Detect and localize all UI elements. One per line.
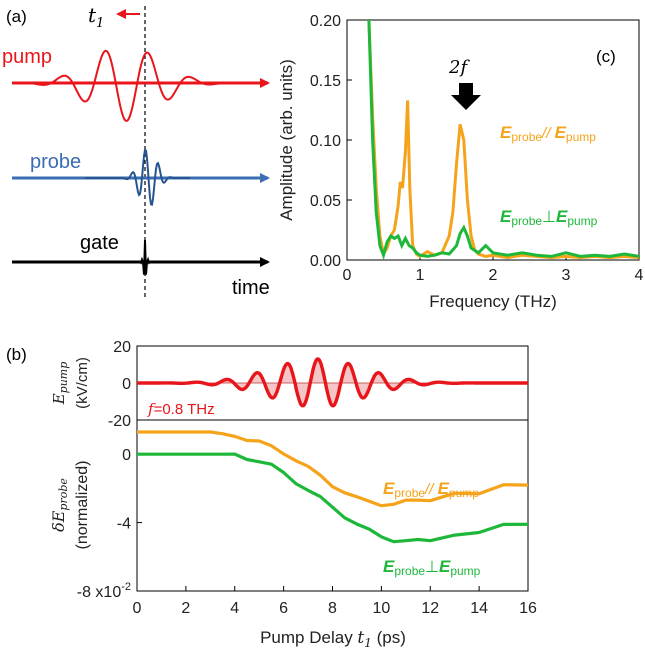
panel-b-top-series [137,357,528,408]
panel-c-xtick-label: 3 [562,267,571,284]
panel-b-xtick-label: 0 [133,600,142,617]
panel-a: (a) t1 pump probe gate time [2,3,270,300]
panel-c-xtick-label: 4 [635,267,644,284]
panel-c-ytick-label: 0.05 [310,193,341,210]
time-label: time [232,277,270,299]
panel-b-bottom-ytick-label: -8 x10-2 [77,581,131,601]
panel-b-bottom-ytick-label: -4 [117,516,131,533]
panel-b-top-yunit: (kV/cm) [74,357,91,409]
panel-b-xtick-label: 12 [421,600,439,617]
panel-b-xtick-label: 14 [470,600,488,617]
panel-c-xtick-label: 1 [416,267,425,284]
probe-label: probe [30,151,81,173]
panel-c-xlabel: Frequency (THz) [429,292,557,311]
panel-b-xtick-label: 8 [328,600,337,617]
panel-c-ytick-label: 0.10 [310,133,341,150]
panel-b: (b) 20 0 -20 0 2 4 6 8 10 12 14 16 0 -4 -8 x10-2 f=0.… [6,339,537,650]
panel-b-exponent: -2 [121,581,131,593]
probe-pulse [85,148,190,206]
panel-b-bottom-ylabel: δEprobe [49,478,70,532]
panel-b-top-ylabel: Epump [50,362,70,406]
panel-b-top-ytick-label: 0 [122,376,131,393]
panel-c-ytick-label: 0.20 [310,13,341,30]
panel-b-bottom-ytick-label: 0 [122,447,131,464]
panel-a-label: (a) [6,7,27,26]
t1-label: t1 [88,3,104,31]
panel-c-ylabel: Amplitude (arb. units) [277,59,296,221]
two-f-marker-label: 2f [448,57,470,78]
panel-c-series-perp [367,20,639,260]
pump-label: pump [2,46,52,68]
panel-b-xtick-label: 10 [372,600,390,617]
panel-b-xtick-label: 16 [519,600,537,617]
panel-c-xtick-label: 2 [489,267,498,284]
pump-pulse [14,49,260,122]
panel-c-series [367,20,639,260]
panel-b-bottom-series [137,430,529,544]
panel-b-series-parallel [137,430,529,508]
panel-b-label: (b) [6,345,27,364]
panel-c-label: (c) [596,47,616,66]
panel-b-top-ytick-label: -20 [108,413,131,430]
panel-b-xlabel: Pump Delay t1 (ps) [260,628,406,650]
gate-pulse [130,239,160,275]
panel-b-top-ytick-label: 20 [113,339,131,356]
panel-b-xtick-label: 6 [279,600,288,617]
panel-b-legend-perp: Eprobe⊥Epump [383,557,481,578]
panel-b-legend-parallel: Eprobe// Epump [383,479,479,500]
panel-c-legend-perp: Eprobe⊥Epump [500,207,598,228]
panel-c-legend-parallel: Eprobe// Epump [500,123,596,144]
panel-c-ytick-label: 0.15 [310,73,341,90]
panel-c-xtick-label: 0 [343,267,352,284]
panel-b-bottom-ticks: 0 2 4 6 8 10 12 14 16 0 -4 -8 x10-2 [77,447,537,617]
panel-b-bottom-yunit: (normalized) [74,461,91,550]
two-f-arrow-icon [451,83,481,110]
panel-c-ytick-label: 0.00 [310,253,341,270]
panel-b-xtick-label: 2 [181,600,190,617]
panel-c-ticks: 0 1 2 3 4 0.00 0.05 0.10 0.15 0.20 [310,13,644,284]
panel-c: 0 1 2 3 4 0.00 0.05 0.10 0.15 0.20 (c) 2f Eprobe/… [277,13,644,311]
gate-label: gate [80,232,119,254]
panel-b-top-ticks: 20 0 -20 [108,339,142,430]
panel-b-series-perp [137,452,529,544]
pump-field-fill [137,358,528,406]
panel-b-xtick-label: 4 [230,600,239,617]
pump-field-line [137,357,528,408]
pump-frequency-label: f=0.8 THz [147,400,215,418]
